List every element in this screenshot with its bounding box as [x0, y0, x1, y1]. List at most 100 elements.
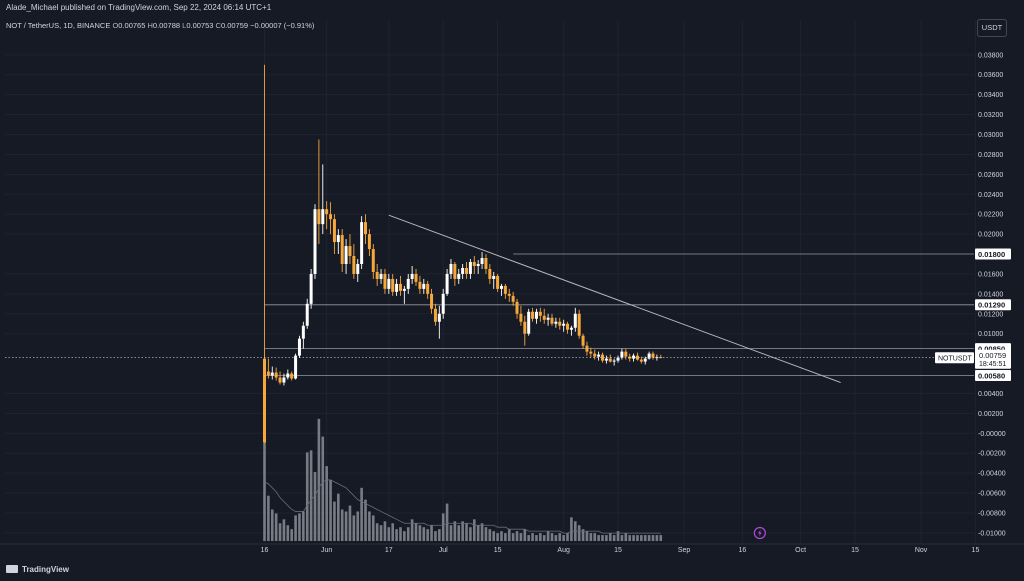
candle-body	[278, 377, 282, 383]
candle-body	[282, 377, 286, 383]
volume-bar	[496, 533, 499, 541]
volume-bar	[294, 515, 297, 541]
candle-body	[628, 356, 632, 359]
candle-body	[332, 219, 336, 243]
candle-body	[507, 293, 511, 296]
volume-bar	[434, 531, 437, 541]
price-axis[interactable]: 0.01800 0.01290 0.00850 0.00580 NOTUSDT 0.007…	[935, 52, 1011, 537]
volume-bar	[504, 533, 507, 541]
volume-bar	[457, 525, 461, 541]
candle-body	[480, 258, 484, 264]
y-tick-label: 0.02800	[978, 152, 1003, 159]
candle-body	[367, 234, 371, 250]
volume-bar	[445, 503, 449, 541]
x-tick-label: 16	[261, 547, 269, 554]
volume-bar	[430, 525, 433, 541]
level-label: 0.01800	[978, 250, 1005, 259]
candle-body	[519, 313, 523, 322]
time-axis[interactable]: 16 Jun 17 Jul 15 Aug 15 Sep 16 Oct 15 Nov 15	[0, 543, 1024, 554]
candle-body	[360, 222, 364, 264]
volume-bar	[636, 535, 639, 541]
open-value: 0.00765	[118, 21, 146, 30]
candle-body	[496, 275, 500, 289]
candle-body	[410, 273, 414, 279]
candle-body	[364, 222, 368, 235]
currency-button[interactable]: USDT	[977, 19, 1007, 37]
candle-body	[468, 261, 472, 274]
level-label-box	[975, 370, 1011, 382]
candle-body	[577, 313, 581, 336]
volume-bar	[535, 535, 538, 541]
volume-bar	[554, 535, 558, 541]
volume-bar	[562, 535, 565, 541]
volume-bar	[593, 533, 597, 541]
volume-bar	[441, 513, 445, 541]
volume-bar	[383, 521, 387, 541]
x-tick-label: 17	[385, 547, 393, 554]
y-tick-label: 0.01400	[978, 291, 1003, 298]
volume-bar	[298, 513, 301, 541]
y-tick-label: 0.02600	[978, 172, 1003, 179]
candle-body	[325, 209, 329, 215]
volume-bar	[371, 515, 375, 541]
candle-body	[387, 278, 391, 289]
candle-body	[639, 359, 643, 362]
y-tick-label: 0.03400	[978, 92, 1003, 99]
volume-bar	[492, 531, 496, 541]
volume-bar	[511, 533, 515, 541]
trendline	[388, 214, 841, 384]
y-tick-label: -0.00800	[978, 510, 1006, 517]
candle-body	[542, 315, 546, 320]
volume-bar	[659, 535, 663, 541]
volume-bar	[558, 533, 562, 541]
volume-bar	[566, 533, 569, 541]
candle-body	[286, 373, 290, 378]
candle-body	[515, 301, 519, 314]
volume-bar	[651, 535, 655, 541]
tradingview-logo[interactable]: TradingView	[6, 565, 69, 574]
y-tick-label: 0.03800	[978, 52, 1003, 59]
candle-body	[651, 353, 655, 358]
candle-body	[437, 313, 441, 322]
volume-bar	[539, 533, 542, 541]
volume-bar	[414, 523, 418, 541]
volume-bar	[344, 511, 348, 541]
price-chart[interactable]: 0.01800 0.01290 0.00850 0.00580 NOTUSDT 0.007…	[0, 0, 1024, 561]
candle-body	[453, 263, 457, 279]
y-tick-label: 0.01000	[978, 331, 1003, 338]
candle-body	[270, 372, 274, 376]
candle-body	[426, 283, 430, 294]
trendline-layer	[388, 214, 841, 384]
volume-bar	[368, 511, 371, 541]
candle-body	[499, 285, 503, 289]
chart-background	[0, 0, 1024, 561]
x-tick-label: Nov	[915, 547, 928, 554]
candle-body	[348, 246, 352, 257]
level-label-box	[975, 299, 1011, 311]
candle-body	[294, 355, 298, 379]
candle-body	[476, 263, 480, 266]
symbol-name[interactable]: NOT / TetherUS, 1D, BINANCE	[6, 21, 111, 30]
candle-body	[414, 273, 418, 282]
volume-bar	[608, 533, 612, 541]
x-tick-label: 15	[614, 547, 622, 554]
candle-body	[492, 275, 496, 279]
level-label: 0.00580	[978, 371, 1005, 380]
volume-bar	[356, 511, 360, 541]
volume-bar	[426, 529, 429, 541]
candle-body	[523, 321, 527, 334]
volume-bar	[620, 535, 624, 541]
candle-body	[344, 246, 348, 264]
candle-body	[406, 278, 410, 289]
volume-bar	[352, 515, 356, 541]
volume-bar	[605, 535, 608, 541]
candle-body	[398, 283, 402, 291]
level-label-box	[975, 248, 1011, 260]
volume-bar	[333, 501, 336, 541]
candle-body	[597, 354, 601, 357]
x-tick-label: 15	[494, 547, 502, 554]
candle-body	[317, 209, 321, 225]
volume-bar	[364, 499, 367, 541]
volume-bar	[387, 527, 391, 541]
candle-body	[546, 317, 550, 320]
